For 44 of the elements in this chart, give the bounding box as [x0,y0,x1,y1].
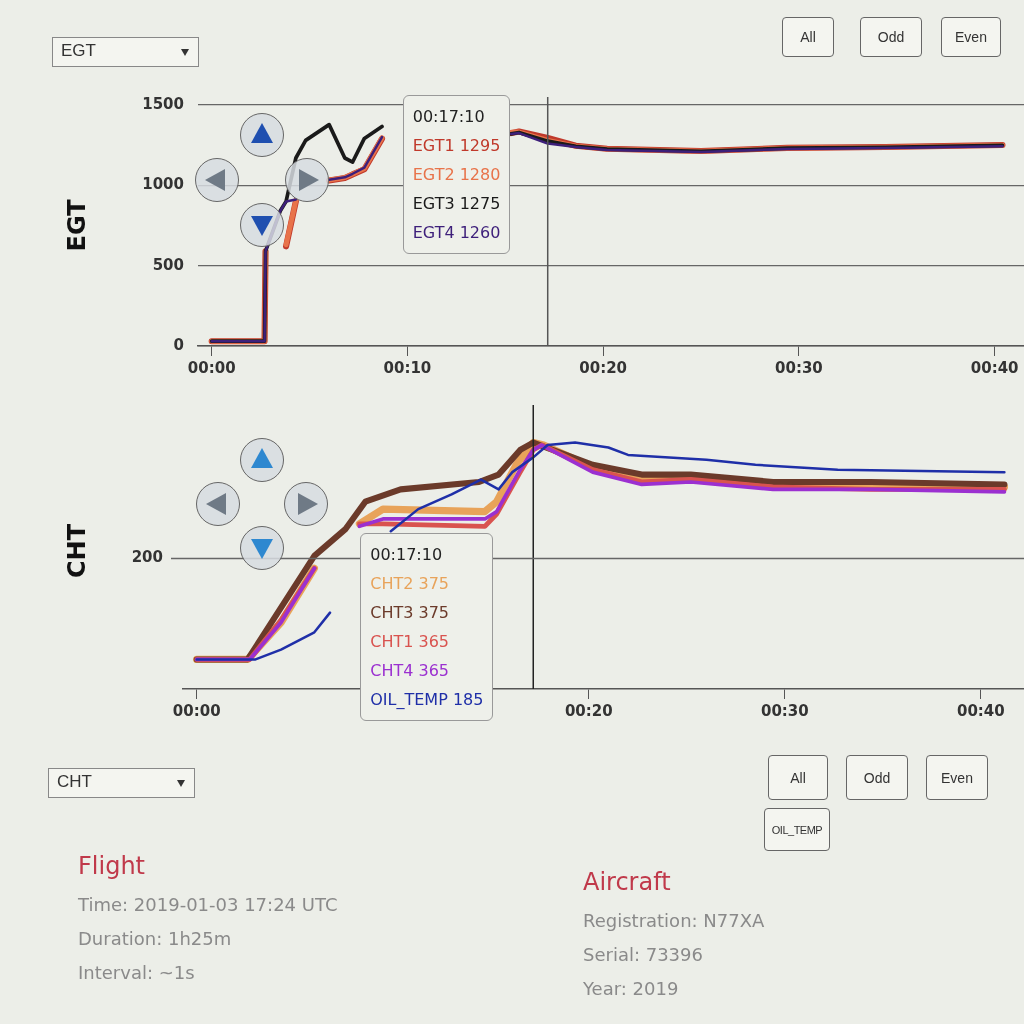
text: Aircraft [583,868,672,896]
text: Flight [78,852,146,880]
x-tick-label: 00:30 [760,701,809,720]
text: CHT [57,772,92,791]
annotation: EGT1 1295 [412,135,501,157]
text: Odd [846,755,908,800]
y-axis-title: CHT [62,523,91,579]
text: Year: 2019 [583,977,680,1001]
text: Time: 2019-01-03 17:24 UTC [78,893,338,917]
text: Serial: 73396 [583,943,704,967]
y-tick-label: 500 [152,255,184,274]
text: EGT [61,41,96,60]
x-tick-label: 00:00 [187,358,236,377]
text: 200 [131,548,163,567]
annotation: EGT4 1260 [412,222,501,244]
y-tick-label: 0 [173,335,184,354]
text: All [768,755,828,800]
text: Duration: 1h25m [78,927,233,951]
text: Even [941,17,1001,57]
annotation: 00:17:10 [412,106,486,128]
annotation: EGT2 1280 [412,164,501,186]
text: Even [926,755,988,800]
x-tick-label: 00:40 [957,701,1005,720]
x-tick-label: 00:20 [579,358,628,377]
y-tick-label: 1500 [142,94,184,113]
text: Interval: ~1s [78,961,196,985]
y-axis-title: EGT [62,198,91,252]
text: All [782,17,834,57]
annotation: CHT1 365 [370,631,451,653]
annotation: CHT2 375 [370,573,451,595]
annotation: CHT4 365 [370,660,451,682]
x-tick-label: 00:30 [775,358,823,377]
text: OIL_TEMP 185 [370,689,484,711]
x-tick-label: 00:40 [970,358,1019,377]
annotation: EGT3 1275 [412,193,501,215]
annotation: CHT3 375 [370,602,451,624]
text: Odd [860,17,922,57]
y-tick-label: 1000 [142,175,184,194]
x-tick-label: 00:20 [564,701,613,720]
text: OIL_TEMP [764,808,830,851]
x-tick-label: 00:10 [383,358,432,377]
annotation: 00:17:10 [370,544,444,566]
x-tick-label: 00:00 [172,701,221,720]
text: Registration: N77XA [583,909,765,933]
